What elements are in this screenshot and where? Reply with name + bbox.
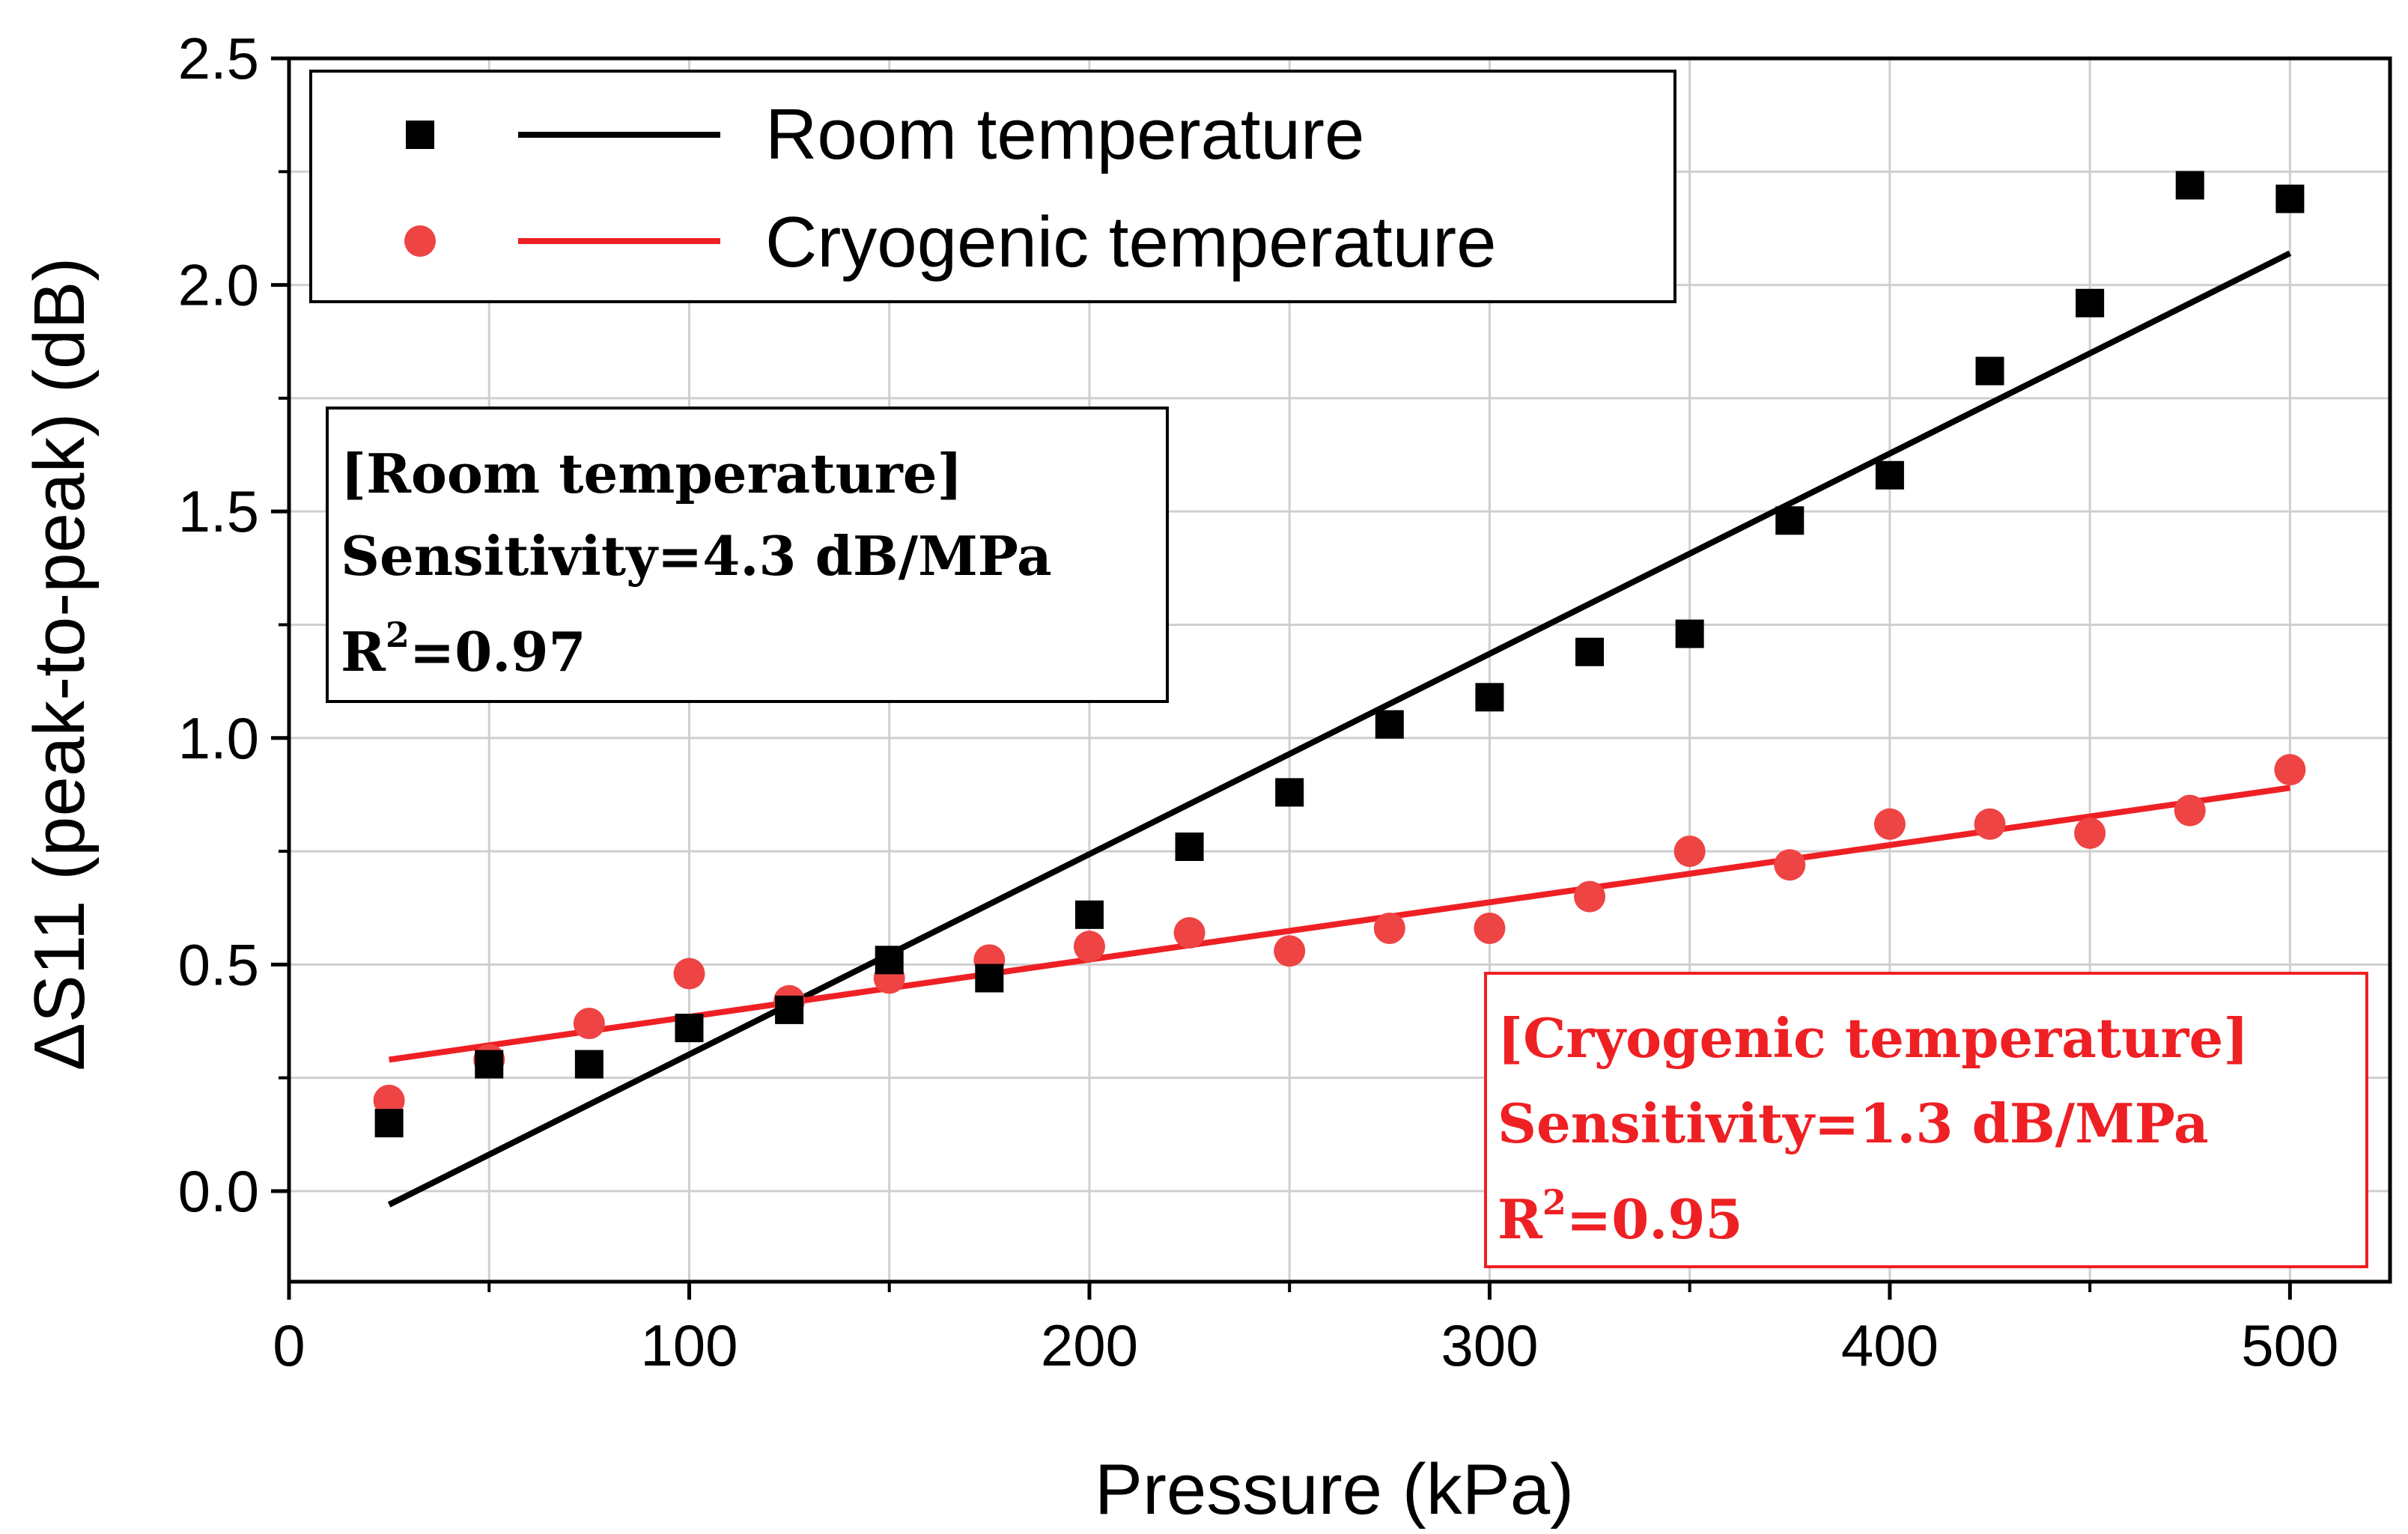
annotation-cryogenic-temperature: [Cryogenic temperature] Sensitivity=1.3 … — [1484, 972, 2368, 1268]
point-cryogenic-9 — [1274, 935, 1306, 967]
point-room-6 — [975, 964, 1004, 993]
point-room-2 — [574, 1050, 603, 1079]
point-cryogenic-19 — [2274, 754, 2306, 786]
point-room-18 — [2175, 171, 2204, 200]
annotation-cryo-sensitivity: Sensitivity=1.3 dB/MPa — [1498, 1092, 2209, 1155]
legend: Room temperature Cryogenic temperature — [309, 70, 1676, 303]
annotation-cryo-r-squared: R2=0.95 — [1498, 1182, 1743, 1251]
annotation-room-sensitivity: Sensitivity=4.3 dB/MPa — [341, 524, 1052, 588]
point-cryogenic-2 — [573, 1008, 605, 1040]
legend-marker-room-temperature — [406, 121, 434, 149]
point-cryogenic-7 — [1073, 931, 1105, 963]
y-tick-label-5: 2.5 — [178, 25, 259, 91]
series-room-temperature — [374, 171, 2305, 1138]
point-cryogenic-3 — [673, 958, 705, 990]
legend-label-room-temperature: Room temperature — [765, 94, 1364, 174]
annotation-cryo-r-sup: 2 — [1542, 1182, 1566, 1223]
x-tick-label-4: 400 — [1841, 1312, 1939, 1378]
point-cryogenic-10 — [1373, 912, 1405, 944]
annotation-cryo-r-prefix: R — [1498, 1187, 1543, 1251]
point-cryogenic-18 — [2174, 794, 2206, 827]
point-room-4 — [775, 995, 804, 1024]
point-cryogenic-8 — [1173, 917, 1205, 949]
x-tick-label-1: 100 — [640, 1312, 738, 1378]
annotation-cryo-heading: [Cryogenic temperature] — [1498, 1006, 2249, 1070]
legend-label-cryogenic-temperature: Cryogenic temperature — [765, 202, 1496, 282]
point-room-15 — [1875, 460, 1904, 490]
point-cryogenic-11 — [1474, 912, 1506, 944]
point-cryogenic-14 — [1774, 849, 1806, 881]
fit-line-room-temperature — [387, 250, 2292, 1208]
y-tick-label-4: 2.0 — [178, 252, 259, 318]
y-tick-label-1: 0.5 — [178, 931, 259, 997]
point-room-10 — [1375, 710, 1404, 739]
point-room-12 — [1575, 637, 1605, 666]
x-tick-label-5: 500 — [2241, 1312, 2338, 1378]
point-room-0 — [374, 1109, 404, 1138]
y-axis-title: ΔS11 (peak-to-peak) (dB) — [19, 258, 100, 1071]
x-axis-ticks: 0 100 200 300 400 500 — [273, 1282, 2338, 1378]
x-tick-label-0: 0 — [273, 1312, 305, 1378]
y-tick-label-0: 0.0 — [178, 1158, 259, 1224]
point-room-7 — [1074, 900, 1104, 929]
plot-frame — [287, 56, 2392, 1284]
point-room-19 — [2275, 184, 2305, 213]
point-room-17 — [2076, 288, 2105, 317]
annotation-room-r-squared: R2=0.97 — [341, 615, 586, 684]
point-room-8 — [1175, 833, 1204, 862]
point-cryogenic-13 — [1673, 836, 1706, 868]
annotation-cryo-box — [1484, 972, 2368, 1268]
annotation-room-heading: [Room temperature] — [341, 442, 963, 505]
legend-marker-cryogenic-temperature — [404, 225, 436, 257]
y-axis-ticks: 0.0 0.5 1.0 1.5 2.0 2.5 — [178, 25, 289, 1224]
annotation-room-temperature: [Room temperature] Sensitivity=4.3 dB/MP… — [326, 407, 1169, 703]
fit-line-cryogenic-temperature — [389, 785, 2290, 1063]
point-room-9 — [1275, 778, 1304, 807]
series-cryogenic-temperature — [373, 754, 2306, 1116]
point-room-3 — [675, 1014, 704, 1043]
y-tick-label-3: 1.5 — [178, 478, 259, 544]
x-tick-label-2: 200 — [1041, 1312, 1138, 1378]
point-cryogenic-0 — [373, 1084, 405, 1116]
point-cryogenic-15 — [1873, 808, 1906, 840]
x-axis-title: Pressure (kPa) — [1095, 1449, 1574, 1530]
point-cryogenic-16 — [1974, 808, 2006, 840]
point-room-11 — [1475, 683, 1504, 712]
point-room-5 — [875, 946, 904, 975]
point-room-14 — [1775, 506, 1805, 535]
annotation-room-box — [326, 407, 1169, 703]
point-cryogenic-12 — [1574, 880, 1606, 913]
point-cryogenic-17 — [2074, 817, 2106, 849]
annotation-room-r-sup: 2 — [386, 615, 410, 655]
annotation-room-r-value: =0.97 — [410, 620, 586, 684]
x-tick-label-3: 300 — [1441, 1312, 1538, 1378]
annotation-cryo-r-value: =0.95 — [1566, 1187, 1743, 1251]
legend-box — [309, 70, 1676, 303]
point-room-1 — [475, 1050, 504, 1079]
point-room-13 — [1675, 619, 1704, 648]
point-room-16 — [1975, 356, 2004, 386]
y-tick-label-2: 1.0 — [178, 705, 259, 771]
annotation-room-r-prefix: R — [341, 620, 386, 684]
